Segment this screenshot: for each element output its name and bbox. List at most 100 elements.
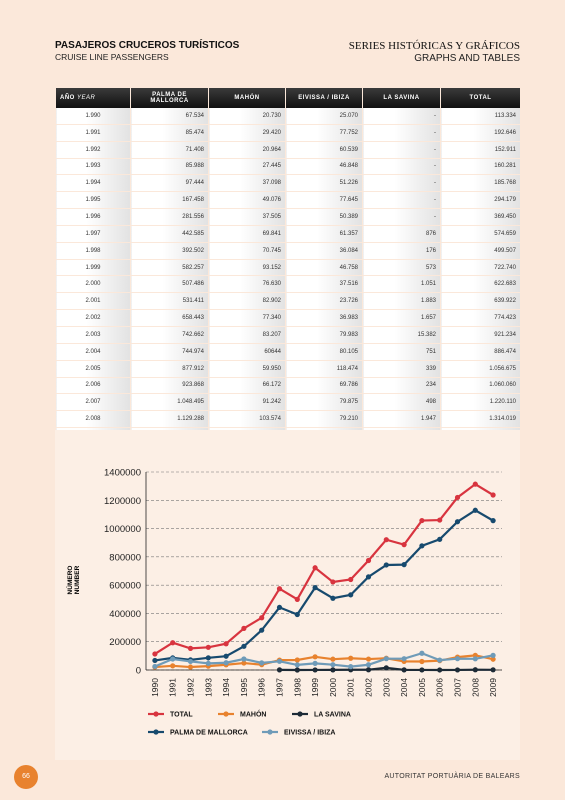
data-point: [330, 579, 336, 585]
table-cell: 192.646: [440, 124, 520, 142]
data-point: [223, 660, 229, 666]
column-header: AÑO YEAR: [55, 88, 131, 108]
table-cell: -: [362, 208, 441, 226]
table-row: 2.003 742.662 83.207 79.983 15.382 921.234: [55, 326, 520, 344]
table-row: 2.004 744.974 60644 80.105 751 886.474: [55, 343, 520, 361]
table-cell: 60.539: [285, 141, 363, 159]
table-cell: 167.458: [130, 191, 209, 210]
data-point: [187, 658, 194, 665]
table-cell: 176: [362, 242, 441, 260]
header-label: EIVISSA / IBIZA: [298, 95, 350, 101]
table-cell: 886.474: [440, 343, 520, 361]
table-cell: 582.257: [130, 259, 209, 277]
data-point: [152, 651, 158, 657]
data-point: [401, 562, 407, 568]
table-cell: 1.056.675: [440, 360, 520, 378]
x-tick-label: 2005: [417, 678, 427, 697]
table-cell: 923.868: [130, 377, 209, 395]
table-cell: 722.740: [440, 259, 520, 277]
table-cell: 46.848: [285, 158, 363, 176]
y-tick-label: 600000: [109, 581, 141, 592]
data-point: [187, 645, 194, 651]
series-line: [154, 654, 494, 669]
x-tick-label: 2003: [381, 678, 391, 697]
table-row: 1.998 392.502 70.745 36.084 176 499.507: [55, 242, 520, 260]
x-tick-label: 1997: [275, 678, 285, 697]
doc-title: PASAJEROS CRUCEROS TURÍSTICOS: [55, 40, 240, 51]
data-point: [490, 518, 496, 524]
table-cell: 37.516: [285, 275, 363, 294]
x-tick-label: 2008: [470, 678, 480, 697]
header-label: TOTAL: [469, 95, 492, 101]
table-cell: 281.556: [130, 208, 209, 226]
table-cell: 1.051: [362, 275, 441, 294]
table-row: 2.005 877.912 59.950 118.474 339 1.056.675: [55, 360, 520, 378]
table-cell: 36.084: [285, 242, 363, 260]
column-header: MAHÓN: [208, 88, 286, 108]
table-row: 1.997 442.585 69.841 61.357 876 574.659: [55, 225, 520, 243]
column-header: PALMA DE MALLORCA: [130, 88, 209, 108]
y-axis-label-en: NUMBER: [74, 565, 81, 594]
data-point: [152, 663, 158, 670]
data-point: [383, 537, 389, 543]
chart-panel: [55, 430, 520, 760]
data-point: [294, 611, 300, 618]
table-cell: 15.382: [362, 326, 441, 344]
table-row: 2.007 1.048.495 91.242 79.875 498 1.220.110: [55, 393, 520, 412]
data-point: [419, 517, 425, 524]
table-cell: -: [362, 141, 441, 159]
table-cell: 531.411: [130, 292, 209, 311]
table-cell: 234: [362, 377, 441, 395]
y-tick-label: 1400000: [104, 468, 141, 479]
legend-marker: [153, 711, 159, 717]
legend-label: EIVISSA / IBIZA: [284, 730, 335, 737]
table-cell: 61.357: [285, 225, 363, 243]
data-point: [348, 576, 354, 583]
data-point: [490, 652, 496, 658]
table-cell: -: [362, 124, 441, 142]
data-point: [312, 585, 318, 591]
data-point: [472, 656, 478, 662]
table-cell: 744.974: [130, 343, 209, 361]
x-tick-label: 2006: [435, 678, 445, 697]
publisher: AUTORITAT PORTUÀRIA DE BALEARS: [384, 773, 520, 780]
legend-label: TOTAL: [170, 712, 193, 719]
table-cell: 77.340: [208, 309, 286, 327]
table-cell: 185.768: [440, 174, 520, 193]
table-cell: 160.281: [440, 158, 520, 176]
legend-marker: [297, 711, 303, 717]
table-cell: 774.423: [440, 309, 520, 327]
table-cell: -: [362, 108, 441, 125]
table-cell: 876: [362, 225, 441, 243]
table-cell: 51.226: [285, 174, 363, 193]
table-cell: 36.983: [285, 309, 363, 327]
y-tick-label: 0: [136, 666, 141, 677]
table-cell: 67.534: [130, 108, 209, 125]
data-point: [365, 557, 372, 564]
table-cell: -: [362, 174, 441, 193]
table-cell: 392.502: [130, 242, 209, 260]
table-cell: 1.994: [55, 174, 131, 193]
x-tick-label: 2009: [488, 678, 498, 697]
table-cell: 79.210: [285, 410, 363, 429]
data-point: [312, 660, 318, 666]
table-row: 2.001 531.411 82.902 23.726 1.883 639.922: [55, 292, 520, 311]
table-cell: 29.420: [208, 124, 286, 142]
data-point: [170, 640, 176, 646]
data-point: [365, 667, 372, 673]
y-tick-label: 800000: [109, 552, 141, 563]
data-point: [401, 667, 407, 673]
table-row: 1.995 167.458 49.076 77.645-294.179: [55, 191, 520, 210]
column-header: EIVISSA / IBIZA: [285, 88, 363, 108]
table-cell: 1.657: [362, 309, 441, 327]
data-point: [223, 641, 229, 647]
x-tick-label: 1990: [150, 678, 160, 697]
table-cell: 2.002: [55, 309, 131, 327]
y-tick-label: 200000: [109, 637, 141, 648]
data-point: [312, 667, 318, 673]
table-cell: 85.988: [130, 158, 209, 176]
data-point: [490, 492, 496, 498]
table-cell: 1.995: [55, 191, 131, 210]
